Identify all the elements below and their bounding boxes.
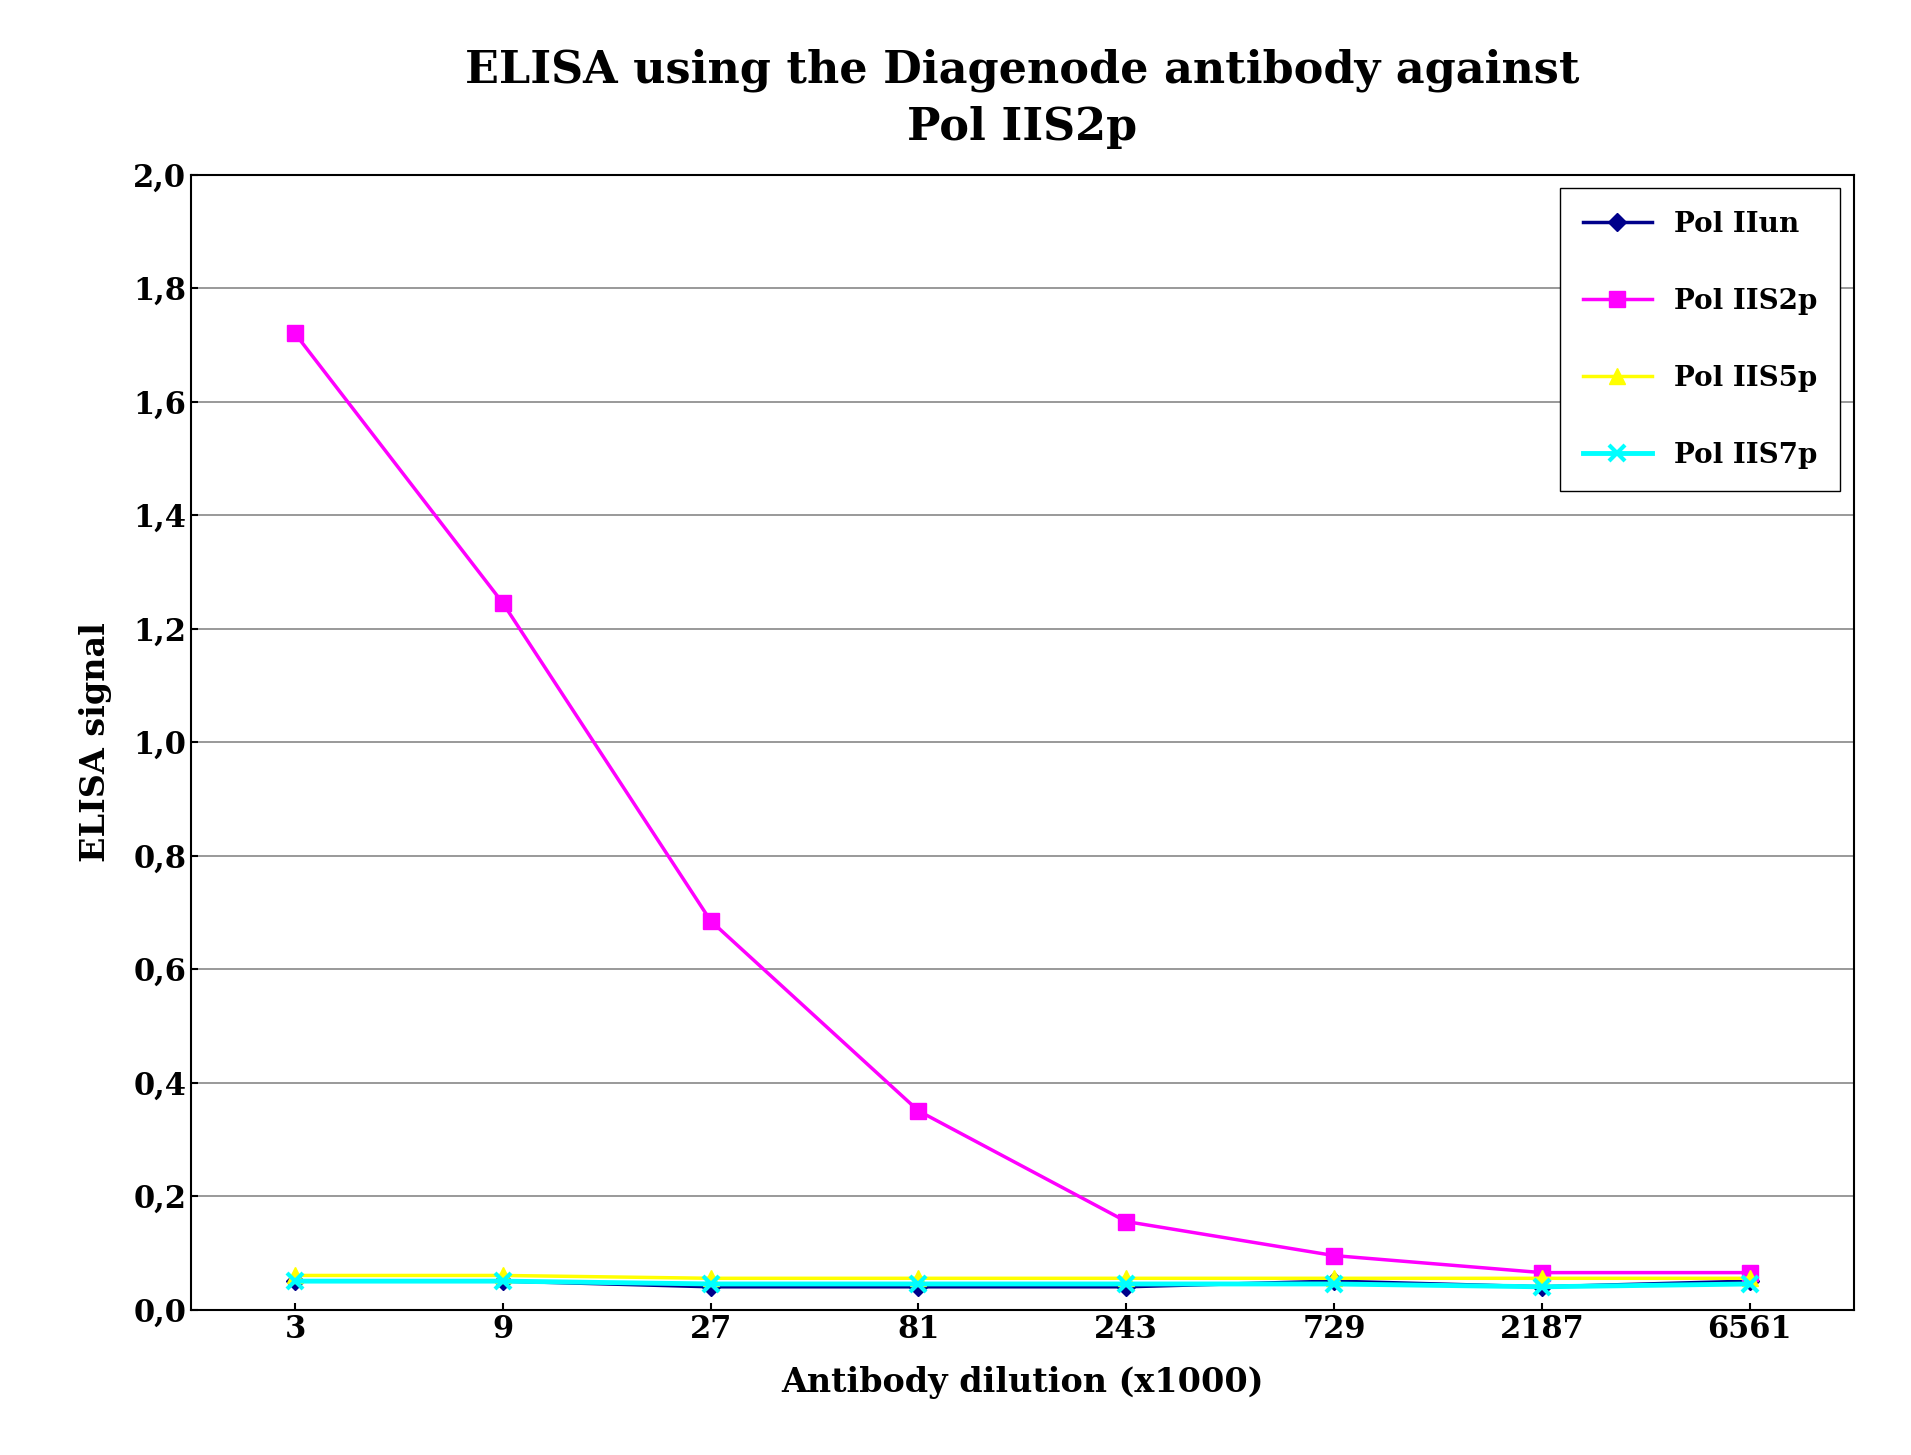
Pol IIun — [1531, 1277, 1554, 1295]
Pol IIun — [1114, 1277, 1137, 1295]
Pol IIun — [1739, 1272, 1762, 1291]
Pol IIS5p — [1114, 1270, 1137, 1288]
Pol IIS5p — [1531, 1270, 1554, 1288]
Pol IIS5p — [1322, 1270, 1345, 1288]
Pol IIun — [491, 1272, 514, 1291]
Pol IIS2p — [908, 1103, 931, 1120]
Pol IIS7p — [283, 1272, 306, 1291]
Pol IIun — [699, 1277, 722, 1295]
Y-axis label: ELISA signal: ELISA signal — [80, 623, 113, 861]
Pol IIun — [1322, 1272, 1345, 1291]
Pol IIS2p — [1322, 1247, 1345, 1264]
Line: Pol IIS2p: Pol IIS2p — [287, 324, 1758, 1280]
Pol IIS7p — [1322, 1275, 1345, 1292]
Pol IIS7p — [1739, 1275, 1762, 1292]
Pol IIun — [908, 1277, 931, 1295]
Pol IIS2p — [283, 324, 306, 342]
Pol IIS5p — [283, 1267, 306, 1285]
Pol IIS5p — [491, 1267, 514, 1285]
X-axis label: Antibody dilution (x1000): Antibody dilution (x1000) — [782, 1366, 1263, 1400]
Legend: Pol IIun, Pol IIS2p, Pol IIS5p, Pol IIS7p: Pol IIun, Pol IIS2p, Pol IIS5p, Pol IIS7… — [1559, 189, 1840, 490]
Pol IIun — [283, 1272, 306, 1291]
Pol IIS7p — [908, 1275, 931, 1292]
Title: ELISA using the Diagenode antibody against
Pol IIS2p: ELISA using the Diagenode antibody again… — [464, 49, 1580, 148]
Pol IIS5p — [699, 1270, 722, 1288]
Line: Pol IIS5p: Pol IIS5p — [287, 1267, 1758, 1286]
Pol IIS5p — [908, 1270, 931, 1288]
Pol IIS7p — [699, 1275, 722, 1292]
Line: Pol IIS7p: Pol IIS7p — [287, 1273, 1758, 1295]
Pol IIS2p — [1739, 1264, 1762, 1282]
Pol IIS2p — [699, 912, 722, 930]
Pol IIS2p — [1531, 1264, 1554, 1282]
Line: Pol IIun: Pol IIun — [289, 1275, 1756, 1293]
Pol IIS7p — [1114, 1275, 1137, 1292]
Pol IIS7p — [491, 1272, 514, 1291]
Pol IIS7p — [1531, 1277, 1554, 1295]
Pol IIS5p — [1739, 1270, 1762, 1288]
Pol IIS2p — [491, 594, 514, 611]
Pol IIS2p — [1114, 1213, 1137, 1231]
